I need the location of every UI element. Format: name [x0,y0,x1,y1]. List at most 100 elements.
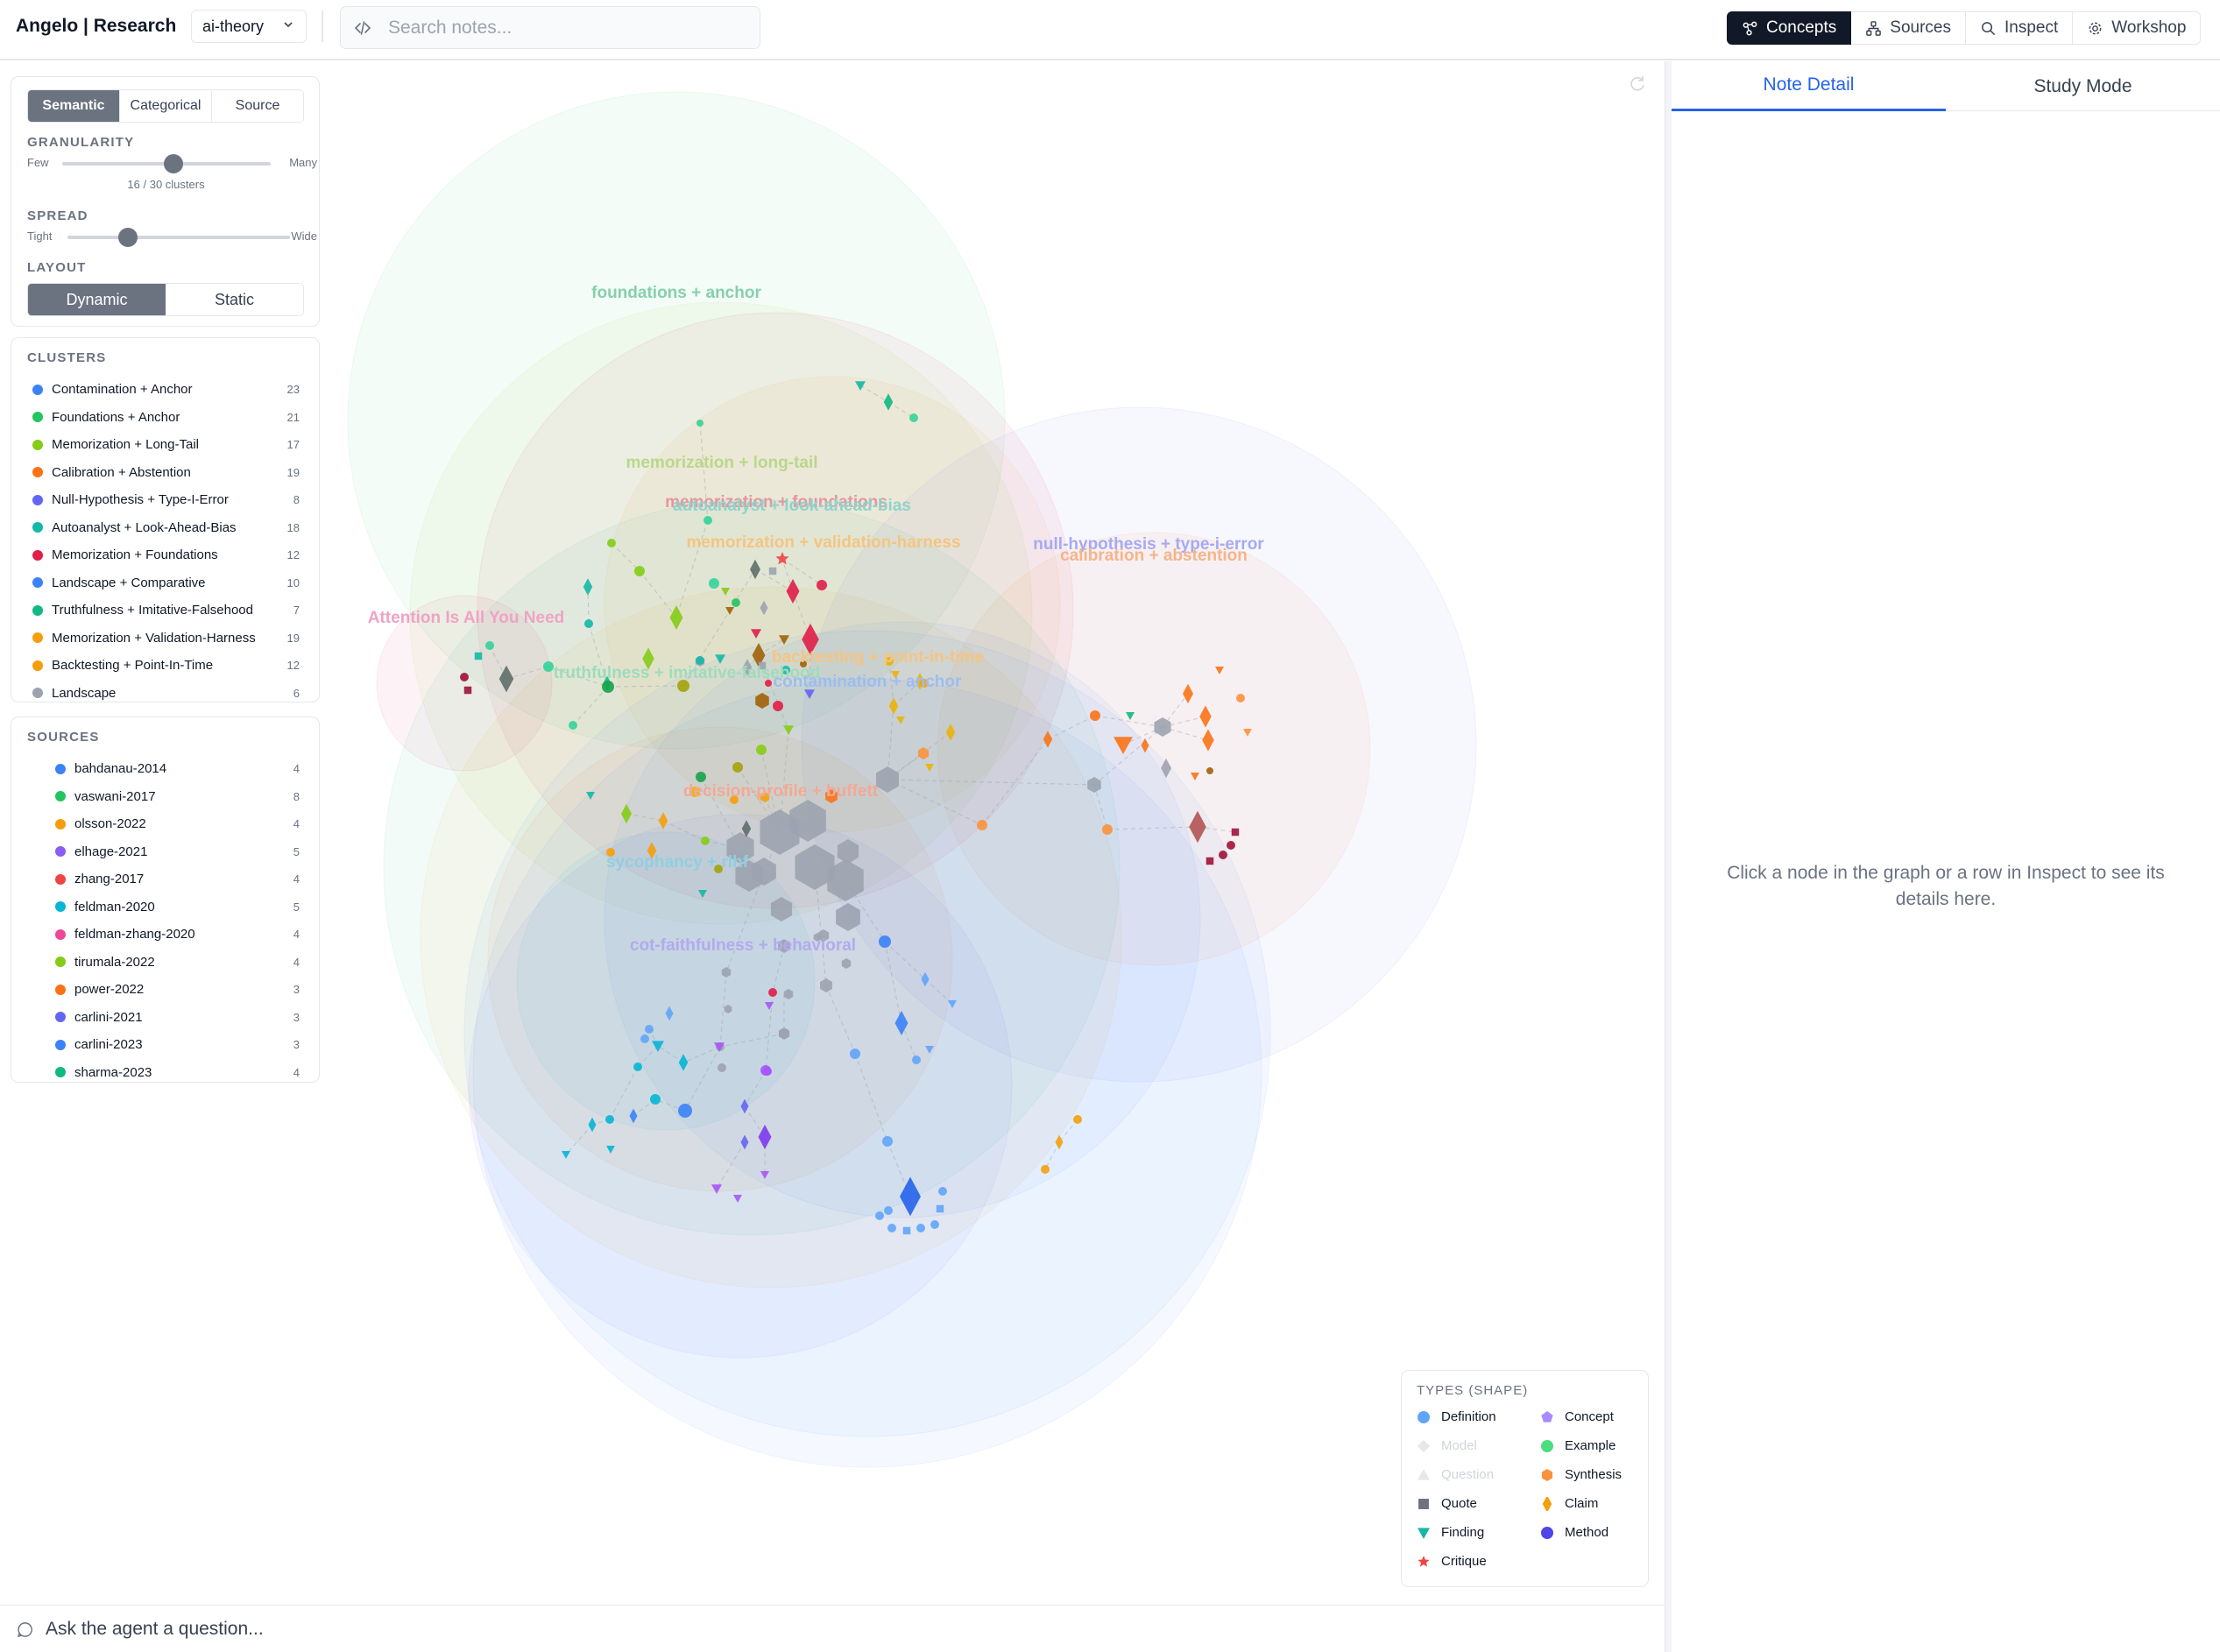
graph-node[interactable] [756,745,767,755]
graph-node[interactable] [1087,777,1101,793]
graph-node[interactable] [569,721,577,730]
spread-track[interactable] [67,236,290,239]
graph-node[interactable] [701,837,710,845]
graph-node[interactable] [802,623,819,656]
graph-node[interactable] [875,1211,884,1220]
graph-node[interactable] [1227,841,1235,850]
tab-inspect[interactable]: Inspect [1965,11,2074,45]
graph-node[interactable] [1161,758,1171,779]
cluster-item[interactable]: Memorization + Long-Tail 17 [11,431,321,459]
graph-node[interactable] [732,598,740,607]
graph-node[interactable] [882,1136,893,1147]
legend-item[interactable]: Concept [1540,1409,1614,1424]
graph-node[interactable] [773,701,783,711]
cluster-item[interactable]: Null-Hypothesis + Type-I-Error 8 [11,486,321,514]
graph-node[interactable] [669,605,683,630]
graph-node[interactable] [765,680,772,687]
graph-node[interactable] [936,1204,944,1213]
graph-node[interactable] [938,1187,947,1196]
graph-node[interactable] [909,413,918,422]
graph-node[interactable] [930,1220,939,1229]
graph-node[interactable] [658,812,668,830]
mode-categorical[interactable]: Categorical [119,90,211,122]
chat-input[interactable] [46,1614,1535,1644]
graph-node[interactable] [765,1002,774,1010]
cluster-label[interactable]: memorization + validation-harness [686,533,960,552]
granularity-slider-thumb[interactable] [163,154,183,173]
graph-node[interactable] [925,1046,934,1054]
tab-sources[interactable]: Sources [1851,11,1966,45]
graph-node[interactable] [1236,694,1245,702]
cluster-item[interactable]: Foundations + Anchor 21 [11,404,321,432]
spread-slider-thumb[interactable] [117,228,138,247]
graph-node[interactable] [900,1176,921,1217]
graph-node[interactable] [879,935,891,948]
graph-node[interactable] [634,566,645,576]
legend-item[interactable]: Finding [1417,1525,1484,1540]
graph-node[interactable] [650,1094,661,1105]
cluster-label[interactable]: null-hypothesis + type-i-error [1033,535,1264,554]
graph-node[interactable] [817,580,827,590]
graph-node[interactable] [711,1184,722,1194]
graph-node[interactable] [876,766,899,793]
graph-node[interactable] [689,787,700,797]
graph-node[interactable] [498,665,514,693]
source-item[interactable]: elhage-2021 5 [11,838,321,866]
graph-node[interactable] [1126,712,1135,720]
graph-node[interactable] [696,420,703,427]
graph-node[interactable] [460,673,469,681]
graph-node[interactable] [837,839,859,864]
graph-node[interactable] [606,848,615,857]
graph-node[interactable] [884,1206,893,1215]
graph-node[interactable] [760,792,770,802]
graph-node[interactable] [647,842,657,859]
graph-node[interactable] [640,1034,649,1043]
source-item[interactable]: bahdanau-2014 4 [11,755,321,783]
graph-node[interactable] [1191,773,1199,780]
graph-node[interactable] [920,679,929,688]
graph-node[interactable] [779,635,789,645]
graph-node[interactable] [698,890,707,898]
source-item[interactable]: tirumala-2022 4 [11,949,321,977]
graph-node[interactable] [836,903,860,931]
graph-node[interactable] [887,1224,896,1232]
graph-node[interactable] [786,579,800,604]
graph-node[interactable] [855,381,866,391]
graph-node[interactable] [714,865,723,873]
cluster-label[interactable]: calibration + abstention [1060,547,1248,565]
graph-node[interactable] [778,939,790,953]
legend-item[interactable]: Model [1417,1438,1477,1453]
graph-node[interactable] [605,1115,614,1124]
graph-node[interactable] [733,1195,742,1203]
graph-node[interactable] [652,1041,664,1052]
graph-node[interactable] [740,1098,749,1114]
search-box[interactable] [340,6,760,49]
graph-node[interactable] [1055,1134,1064,1150]
graph-node[interactable] [916,1224,925,1232]
graph-node[interactable] [1041,1165,1050,1174]
graph-node[interactable] [1231,828,1240,837]
graph-node[interactable] [925,764,934,772]
cluster-item[interactable]: Memorization + Validation-Harness 19 [11,625,321,653]
cluster-item[interactable]: Autoanalyst + Look-Ahead-Bias 18 [11,514,321,542]
graph-node[interactable] [768,567,777,575]
graph-node[interactable] [896,717,905,724]
panel-resize-handle[interactable] [1665,61,1672,1652]
cluster-label[interactable]: autoanalyst + look-ahead-bias [673,497,911,515]
graph-node[interactable] [1043,731,1053,748]
graph-node[interactable] [714,1042,725,1052]
graph-node[interactable] [789,800,826,842]
graph-node[interactable] [945,724,956,741]
graph-node[interactable] [885,657,894,666]
source-item[interactable]: sharma-2023 4 [11,1059,321,1087]
cluster-label[interactable]: sycophancy + rlhf [606,853,749,872]
graph-node[interactable] [1243,729,1252,737]
graph-node[interactable] [741,820,752,837]
cluster-label[interactable]: memorization + long-tail [626,454,817,472]
graph-node[interactable] [584,619,593,628]
cluster-item[interactable]: Contamination + Anchor 23 [11,376,321,404]
tab-concepts[interactable]: Concepts [1727,11,1852,45]
graph-node[interactable] [813,933,822,942]
graph-node[interactable] [645,1025,654,1034]
graph-node[interactable] [977,820,987,830]
